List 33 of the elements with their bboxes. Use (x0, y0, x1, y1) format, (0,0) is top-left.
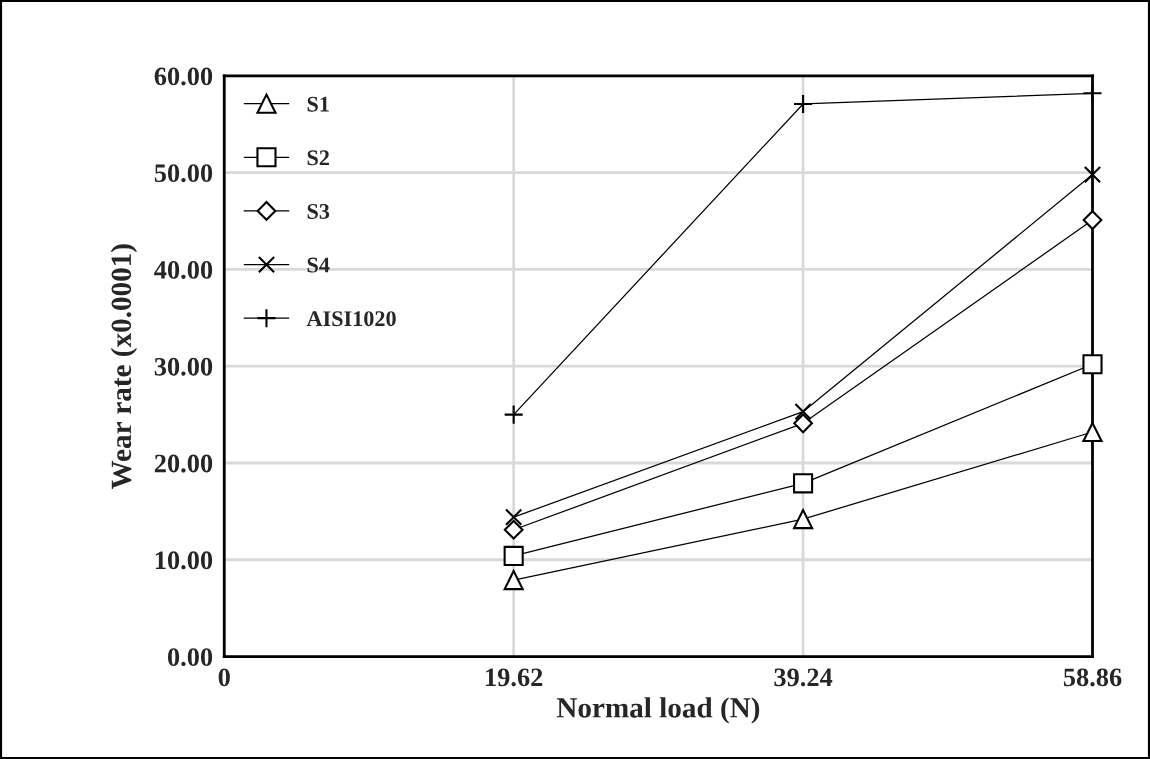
legend-label: S4 (307, 257, 330, 273)
y-tick-label: 30.00 (154, 357, 213, 376)
x-axis-title: Normal load (N) (556, 697, 760, 724)
y-tick-label: 50.00 (154, 164, 213, 183)
y-tick-label: 60.00 (154, 67, 213, 86)
point (793, 413, 813, 434)
y-axis-title: Wear rate (x0.0001) (110, 244, 138, 490)
point (794, 403, 812, 421)
x-tick-label: 58.86 (1063, 668, 1122, 687)
x-tick-label: 19.62 (486, 668, 543, 687)
x-tick-label: 0 (218, 668, 230, 687)
y-tick-label: 0.00 (167, 648, 213, 667)
point (504, 508, 523, 526)
point (793, 473, 814, 494)
point (503, 404, 524, 425)
legend-label: AISI1020 (306, 311, 396, 327)
point (1082, 83, 1103, 104)
point (1082, 421, 1103, 443)
legend-label: S3 (307, 203, 330, 219)
x-tick-label: 39.24 (774, 668, 833, 687)
point (793, 93, 814, 115)
point (503, 545, 524, 566)
y-tick-label: 20.00 (154, 454, 213, 473)
legend-label: S1 (307, 96, 329, 112)
y-tick-label: 10.00 (155, 551, 213, 570)
point (1083, 165, 1102, 184)
y-tick-label: 40.00 (154, 261, 213, 279)
point (503, 519, 524, 540)
point (1082, 210, 1103, 230)
legend-label: S2 (307, 150, 329, 166)
point (1082, 354, 1103, 375)
point (793, 509, 814, 530)
point (503, 570, 524, 591)
